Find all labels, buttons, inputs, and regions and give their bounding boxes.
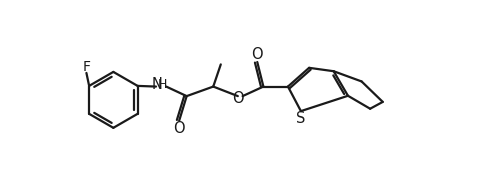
- Text: O: O: [232, 91, 244, 106]
- Text: H: H: [158, 78, 167, 91]
- Text: S: S: [296, 111, 305, 126]
- Text: O: O: [173, 121, 184, 136]
- Text: F: F: [82, 60, 91, 74]
- Text: N: N: [152, 77, 163, 92]
- Text: O: O: [252, 47, 263, 62]
